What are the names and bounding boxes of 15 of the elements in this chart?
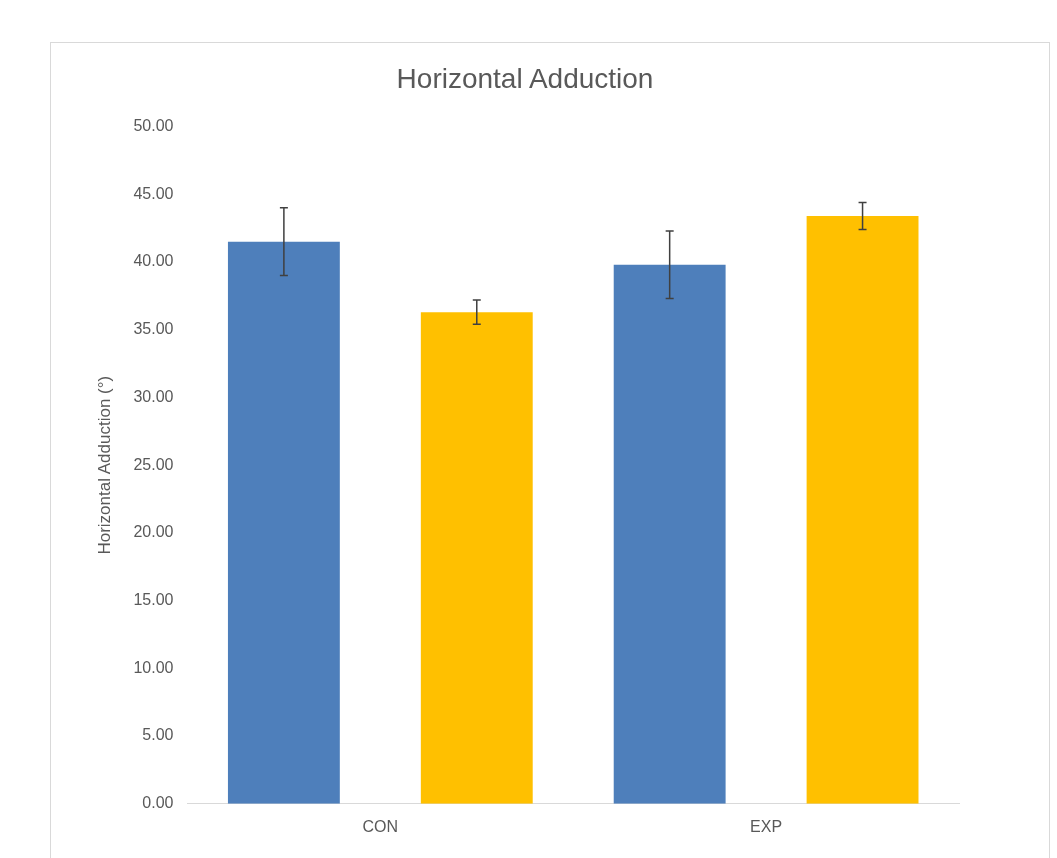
y-tick-label: 30.00 <box>133 387 174 405</box>
x-tick-label: EXP <box>750 817 783 835</box>
x-tick-label: CON <box>362 817 399 835</box>
y-tick-label: 20.00 <box>133 523 174 541</box>
y-tick-label: 50.00 <box>133 117 174 135</box>
y-axis-title: Horizontal Adduction (°) <box>94 375 114 555</box>
y-tick-label: 35.00 <box>133 320 174 338</box>
y-tick-label: 15.00 <box>133 591 174 609</box>
y-tick-label: 45.00 <box>133 184 174 202</box>
y-tick-label: 0.00 <box>142 794 174 812</box>
y-tick-label: 10.00 <box>133 658 174 676</box>
y-tick-label: 40.00 <box>133 252 174 270</box>
chart-title: Horizontal Adduction <box>396 62 654 94</box>
y-tick-label: 5.00 <box>142 726 174 744</box>
y-tick-label: 25.00 <box>133 455 174 473</box>
